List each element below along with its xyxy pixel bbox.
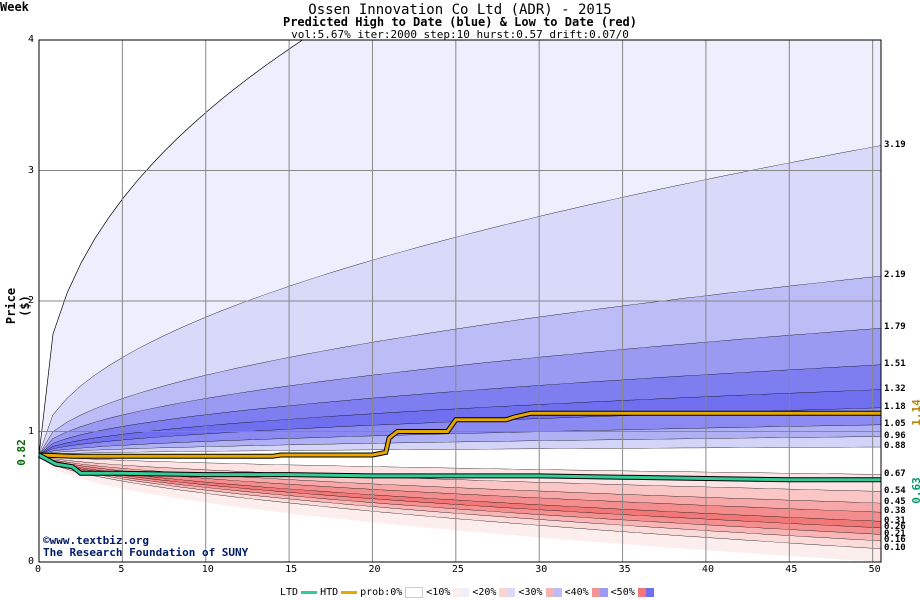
- x-tick-label: 30: [535, 564, 548, 575]
- red-quantile-label: 0.38: [884, 506, 906, 517]
- blue-band: [39, 276, 881, 455]
- ltd-series: [37, 452, 881, 483]
- red-quantile-label: 0.26: [884, 522, 906, 533]
- x-tick-label: 50: [868, 564, 881, 575]
- chart-subtitle: Predicted High to Date (blue) & Low to D…: [282, 15, 637, 29]
- legend-prob-label: prob:0%: [360, 587, 403, 598]
- y-axis-label: Price ($): [4, 287, 32, 325]
- legend-swatch-20: [499, 588, 516, 597]
- legend-swatch-0: [405, 587, 424, 598]
- x-tick-label: 45: [785, 564, 798, 575]
- blue-band: [39, 425, 881, 455]
- y-tick-label: 1: [28, 425, 35, 437]
- legend-swatch-40: [591, 588, 608, 597]
- plot-frame: [38, 39, 882, 563]
- blue-quantile-label: 1.05: [884, 418, 906, 429]
- x-tick-label: 0: [35, 564, 42, 575]
- blue-band: [39, 364, 881, 455]
- y-tick-label: 2: [28, 295, 35, 306]
- ltd-final-label: 0.63: [909, 477, 920, 504]
- y-tick-label: 0: [28, 556, 35, 567]
- red-quantile-label: 0.45: [884, 497, 906, 508]
- legend-ltd-label: LTD: [280, 587, 299, 598]
- blue-quantile-label: 3.19: [884, 139, 906, 150]
- x-tick-label: 20: [368, 564, 381, 575]
- x-tick-label: 15: [285, 564, 298, 575]
- blue-quantile-label: 2.19: [884, 270, 906, 281]
- blue-envelope-line: [39, 40, 304, 456]
- legend-p40-label: <40%: [564, 587, 589, 598]
- blue-band: [39, 328, 881, 455]
- x-tick-label: 10: [201, 564, 214, 575]
- red-quantile-label: 0.31: [884, 515, 906, 526]
- red-band: [39, 455, 881, 492]
- red-quantile-label: 0.67: [884, 468, 906, 479]
- red-band: [39, 455, 881, 504]
- legend-swatch-10: [453, 588, 470, 597]
- legend-p30-label: <30%: [518, 587, 543, 598]
- y-tick-label: 3: [28, 164, 35, 176]
- credit-organization: The Research Foundation of SUNY: [43, 546, 249, 559]
- y-tick-label: 4: [28, 34, 35, 45]
- legend-p10-label: <10%: [426, 587, 451, 598]
- blue-quantile-label: 1.51: [884, 358, 906, 369]
- red-quantile-label: 0.10: [884, 542, 906, 553]
- legend-p50-label: <50%: [610, 587, 635, 598]
- credit-website: ©www.textbiz.org: [43, 534, 149, 547]
- blue-quantile-label: 0.96: [884, 430, 906, 441]
- blue-quantile-label: 1.79: [884, 322, 906, 333]
- blue-quantile-label: 1.32: [884, 383, 906, 394]
- chart-legend: LTD HTD prob:0% <10% <20% <30% <40% <50%: [280, 587, 655, 598]
- x-tick-label: 25: [451, 564, 464, 575]
- chart-title: Ossen Innovation Co Ltd (ADR) - 2015: [308, 2, 612, 18]
- htd-line: [38, 411, 881, 458]
- legend-swatch-50: [637, 588, 654, 597]
- x-tick-label: 35: [618, 564, 631, 575]
- red-band: [39, 455, 881, 535]
- x-tick-label: 40: [701, 564, 714, 575]
- red-band: [39, 455, 881, 529]
- blue-band: [39, 145, 881, 455]
- blue-quantile-label: 0.88: [884, 441, 906, 452]
- legend-p20-label: <20%: [472, 587, 497, 598]
- htd-final-label: 1.14: [909, 399, 920, 426]
- x-tick-label: 5: [118, 564, 125, 575]
- ltd-line: [38, 453, 881, 482]
- red-band: [39, 455, 881, 522]
- red-quantile-label: 0.21: [884, 528, 906, 539]
- blue-band: [39, 436, 881, 455]
- red-band: [39, 455, 881, 513]
- htd-series: [38, 410, 881, 459]
- simulation-params: vol:5.67% iter:2000 step:10 hurst:0.57 d…: [291, 28, 629, 41]
- blue-quantile-label: 1.18: [884, 402, 906, 412]
- red-band: [39, 455, 881, 549]
- legend-htd-label: HTD: [320, 587, 339, 598]
- red-quantile-label: 0.16: [884, 535, 906, 546]
- red-band: [39, 455, 881, 542]
- start-price-label: 0.82: [14, 439, 28, 466]
- x-axis-label: Week: [0, 0, 29, 14]
- red-band-outer: [39, 455, 881, 562]
- blue-band: [39, 389, 881, 455]
- blue-band: [39, 40, 881, 455]
- red-quantile-label: 0.54: [884, 485, 906, 496]
- legend-swatch-30: [545, 588, 562, 597]
- legend-ltd-swatch: [301, 591, 318, 594]
- legend-htd-swatch: [341, 591, 358, 594]
